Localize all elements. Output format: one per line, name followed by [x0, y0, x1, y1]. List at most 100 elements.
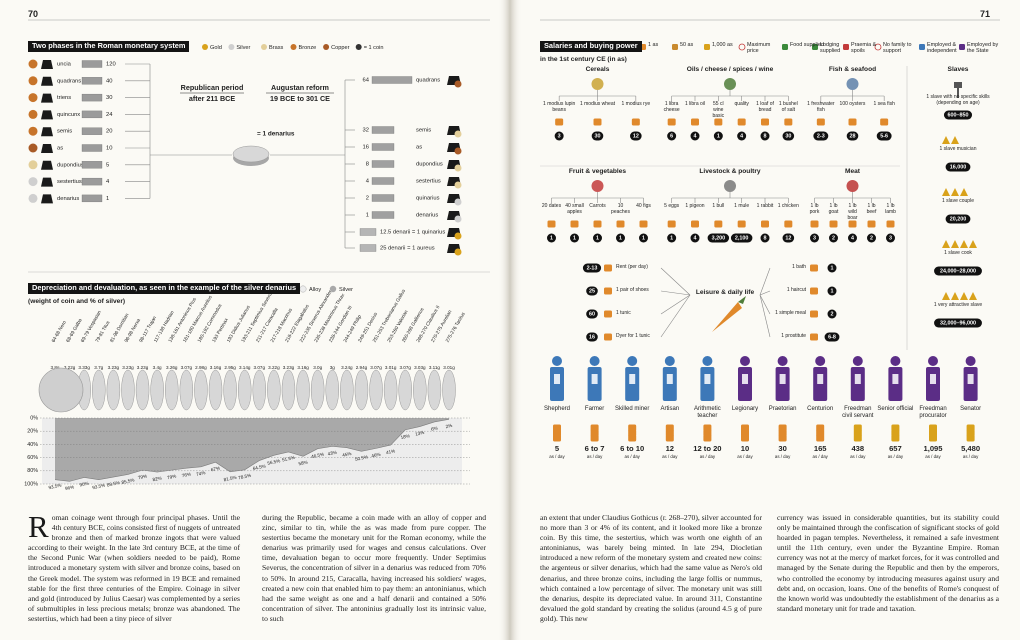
coin-profile: [179, 369, 194, 411]
item-label: 10 peaches: [611, 203, 630, 215]
gold-pile: [960, 188, 968, 196]
coin-weight: 2.95g: [224, 365, 236, 370]
tree-line: [660, 267, 691, 296]
item-price: 6: [670, 134, 673, 140]
item-price: 1: [596, 236, 599, 242]
group-title: Leisure & daily life: [695, 289, 755, 296]
coin-profile: [427, 369, 442, 411]
legend-label: Brass: [269, 45, 284, 51]
coin-count: 5: [106, 162, 109, 168]
item-price: 32,000–96,000: [940, 321, 976, 327]
legend-label: 1 as: [648, 42, 659, 48]
coin-icon: [593, 220, 602, 228]
wage-unit: as / day: [888, 454, 904, 459]
item-price: 1: [642, 236, 645, 242]
coin-icon: [604, 310, 612, 318]
weight-icon: [41, 194, 53, 204]
worker-name: Shepherd: [543, 406, 571, 412]
tree-line: [660, 294, 691, 338]
coin-icon: [761, 220, 769, 228]
gold-pile: [951, 292, 959, 300]
worker-wage: 12 to 20: [693, 444, 721, 453]
coin-icon: [691, 118, 699, 126]
coin-profile: [237, 369, 252, 411]
coin-count: 4: [106, 179, 110, 185]
coin-icon: [810, 333, 818, 341]
period-dates: after 211 BCE: [189, 94, 236, 103]
coin-weight: 3.03g: [414, 365, 426, 370]
wage-unit: as / day: [549, 454, 565, 459]
weight-icon: [41, 110, 53, 120]
coin-icon: [714, 118, 723, 126]
coin-profile: [310, 369, 325, 411]
coin-stack: [359, 244, 377, 252]
emperor-label: 64-68 Nero: [51, 320, 68, 344]
legend-label: No family to support: [883, 42, 912, 55]
metal-dot: [28, 193, 38, 203]
y-tick-label: 0%: [30, 415, 38, 421]
value-label: 6%: [431, 426, 439, 432]
worker-name: Farmer: [584, 406, 605, 412]
weight-icon: [41, 160, 53, 170]
chart-title: Depreciation and devaluation, as seen in…: [28, 283, 301, 294]
section-title: Salaries and buying power: [540, 41, 642, 52]
gold-pile: [951, 240, 959, 248]
worker-head: [627, 356, 638, 366]
item-price: 25: [589, 289, 595, 295]
coin-icon: [737, 220, 746, 228]
coin-count: 120: [106, 62, 116, 68]
item-label: 1 freshwater fish: [807, 101, 835, 113]
item-label: 1 modius rye: [621, 101, 651, 107]
item-price: 16,000: [950, 165, 967, 171]
gold-pile: [942, 136, 950, 144]
item-price: 1: [717, 134, 720, 140]
coin-name: quinarius: [416, 196, 440, 202]
item-label: 1 tunic: [616, 310, 631, 316]
wage-unit: as / day: [775, 454, 791, 459]
item-price: 24,000–28,000: [940, 269, 976, 275]
worker-head: [777, 356, 788, 366]
value-label: 76%: [181, 471, 191, 478]
coin-weight: 3.22g: [64, 365, 76, 370]
worker-name: Artisan: [660, 406, 680, 412]
coin-name: triens: [57, 95, 71, 101]
weight-icon: [41, 93, 53, 103]
tree-line: [660, 290, 691, 296]
worker-name: Skilled miner: [615, 406, 650, 412]
item-price-bg: [846, 131, 859, 141]
key-icon: [954, 82, 962, 98]
gold-pile: [942, 292, 950, 300]
coin-name: as: [416, 145, 422, 151]
item-price: 4: [740, 134, 743, 140]
item-price: 1: [619, 236, 622, 242]
item-label: 1 lb pork: [809, 203, 820, 215]
group-title: Meat: [844, 168, 861, 175]
coin-profile: [223, 369, 237, 411]
item-price-bg: [813, 131, 829, 141]
coin-icon: [553, 424, 561, 432]
coin-weight: 3.16g: [210, 365, 222, 370]
coin-icon: [829, 220, 838, 228]
value-label: 46%: [371, 452, 381, 459]
value-label: 93.5%: [92, 483, 106, 491]
coin-count: 30: [106, 95, 112, 101]
wage-unit: as / day: [850, 454, 866, 459]
coin-weight: 3.23g: [137, 365, 149, 370]
item-price-bg: [943, 110, 973, 120]
legend-label: Silver: [236, 45, 250, 51]
coin-profile: [442, 369, 456, 411]
coin-icon: [778, 424, 787, 432]
coin-icon: [966, 424, 975, 432]
coin-weight: 3.07g: [181, 365, 193, 370]
item-price-bg: [827, 309, 837, 319]
item-label: 1 pigeon: [685, 203, 705, 209]
item-price-bg: [782, 233, 795, 243]
item-price-bg: [886, 233, 895, 243]
coin-profile: [413, 369, 427, 411]
legend-label: Praemia & spoils: [851, 42, 877, 55]
item-price: 8: [764, 236, 767, 242]
silver-area: [55, 418, 449, 482]
item-price-bg: [810, 233, 819, 243]
legend-swatch: [261, 44, 267, 50]
item-label: Rent (per day): [616, 264, 648, 270]
